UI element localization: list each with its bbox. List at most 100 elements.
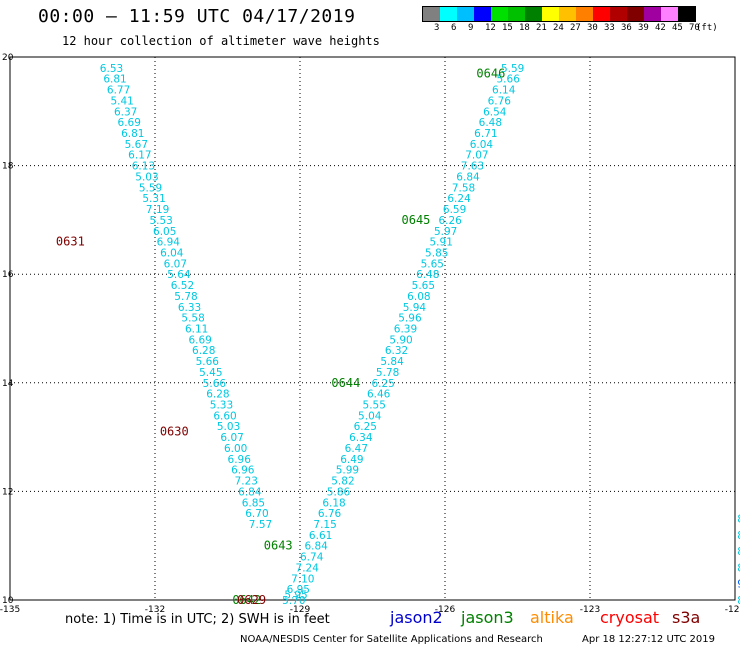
y-tick-label: 12: [2, 487, 13, 497]
swh-value-label: 8.: [737, 530, 740, 542]
swh-value-label: 6.33: [178, 302, 201, 314]
legend-swatch: [559, 7, 576, 21]
legend-label: 24: [553, 23, 564, 33]
x-tick-label: -120: [725, 605, 740, 615]
x-tick-label: -123: [580, 605, 600, 615]
swh-value-label: 5.91: [430, 237, 453, 249]
swh-value-label: 6.46: [367, 389, 391, 401]
swh-value-label: 6.94: [157, 237, 181, 249]
swh-value-label: 6.25: [354, 421, 377, 433]
pass-time-label: 0645: [402, 213, 431, 227]
legend-swatch: [508, 7, 525, 21]
swh-value-label: 7.58: [452, 182, 475, 194]
legend-swatch: [491, 7, 508, 21]
swh-value-label: 6.53: [100, 63, 123, 75]
x-tick-label: -132: [145, 605, 165, 615]
swh-value-label: 6.81: [121, 128, 144, 140]
swh-value-label: 6.34: [349, 432, 373, 444]
legend-label: 27: [570, 23, 581, 33]
swh-value-label: 5.97: [434, 226, 457, 238]
swh-value-label: 5.59: [139, 182, 162, 194]
legend-label: 6: [451, 23, 457, 33]
swh-value-label: 7.10: [291, 573, 314, 585]
swh-value-label: 6.49: [340, 454, 363, 466]
legend-label: 21: [536, 23, 547, 33]
swh-value-label: 6.32: [385, 345, 408, 357]
legend-label: 18: [519, 23, 530, 33]
swh-value-label: 6.17: [128, 150, 151, 162]
swh-value-label: 6.69: [188, 334, 211, 346]
pass-time-label: 0646: [476, 66, 505, 80]
x-tick-label: -129: [290, 605, 311, 615]
swh-value-label: 6.04: [470, 139, 494, 151]
swh-value-label: 5.82: [331, 476, 354, 488]
swh-value-label: 7.15: [313, 519, 336, 531]
legend-swatch: [440, 7, 457, 21]
legend-swatch: [576, 7, 593, 21]
legend-label: 12: [485, 23, 496, 33]
swh-value-label: 5.03: [217, 421, 240, 433]
swh-value-label: 7.07: [465, 150, 488, 162]
satellite-cryosat: cryosat: [600, 608, 660, 627]
swh-value-label: 6.26: [438, 215, 462, 227]
swh-value-label: 6.04: [160, 247, 184, 259]
y-tick-label: 20: [2, 53, 14, 63]
swh-value-label: 6.84: [456, 171, 480, 183]
swh-value-label: 5.31: [142, 193, 165, 205]
legend-label: 3: [434, 23, 440, 33]
y-tick-label: 10: [2, 596, 14, 606]
swh-value-label: 6.74: [300, 552, 324, 564]
swh-value-label: 6.14: [492, 85, 516, 97]
y-tick-label: 16: [2, 270, 14, 280]
y-tick-label: 14: [2, 379, 14, 389]
legend-swatch: [593, 7, 610, 21]
legend-swatch: [644, 7, 661, 21]
swh-value-label: 6.13: [132, 161, 155, 173]
satellite-jason3: jason3: [461, 608, 514, 627]
pass-time-label: 0644: [331, 376, 360, 390]
swh-value-label: 5.90: [389, 334, 412, 346]
swh-value-label: 8.: [737, 562, 740, 574]
pass-time-label: 0643: [264, 539, 293, 553]
swh-value-label: 5.66: [196, 356, 220, 368]
swh-value-label: 6.48: [479, 117, 502, 129]
legend-label: (ft): [696, 23, 718, 33]
legend-swatch: [627, 7, 644, 21]
swh-value-label: 6.07: [164, 258, 187, 270]
swh-value-label: 5.53: [149, 215, 172, 227]
swh-value-label: 5.59: [501, 63, 524, 75]
swh-value-label: 6.24: [447, 193, 471, 205]
legend-label: 70: [689, 23, 700, 33]
swh-value-label: 5.84: [380, 356, 404, 368]
swh-value-label: 5.66: [497, 74, 521, 86]
swh-value-label: 6.37: [114, 106, 137, 118]
swh-value-label: 5.58: [181, 313, 204, 325]
pass-time-label: 0642: [232, 593, 261, 607]
swh-value-label: 5.41: [110, 95, 133, 107]
legend-label: 42: [655, 23, 666, 33]
satellite-s3a: s3a: [672, 608, 701, 627]
pass-time-label: 0631: [56, 235, 85, 249]
swh-value-label: 6.18: [322, 497, 345, 509]
legend-swatch: [423, 7, 440, 21]
y-tick-label: 18: [2, 162, 14, 172]
swh-value-label: 6.07: [220, 432, 243, 444]
swh-value-label: 5.45: [199, 367, 222, 379]
plot-frame: [9, 56, 736, 601]
swh-value-label: 5.96: [398, 313, 422, 325]
legend-label: 45: [672, 23, 683, 33]
swh-value-label: 6.77: [107, 85, 130, 97]
swh-value-label: 5.85: [425, 247, 448, 259]
swh-value-label: 5.65: [421, 258, 444, 270]
swh-value-label: 5.65: [412, 280, 435, 292]
legend-label: 15: [502, 23, 513, 33]
satellite-jason2: jason2: [390, 608, 443, 627]
swh-value-label: 6.47: [345, 443, 368, 455]
legend-swatch: [525, 7, 542, 21]
color-scale-legend: [422, 6, 696, 22]
swh-value-label: 6.95: [287, 584, 310, 596]
legend-label: 30: [587, 23, 598, 33]
swh-value-label: 5.03: [135, 171, 158, 183]
swh-value-label: 6.25: [371, 378, 394, 390]
